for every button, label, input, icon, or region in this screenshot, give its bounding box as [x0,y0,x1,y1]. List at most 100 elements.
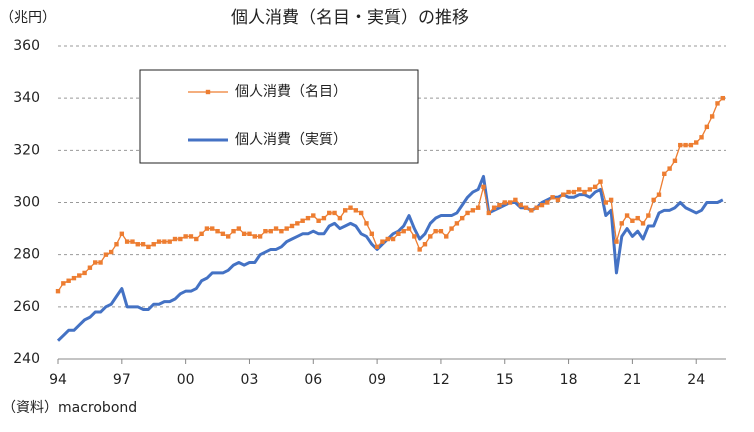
marker [241,231,247,236]
marker [438,228,444,234]
marker [108,249,114,255]
marker [188,234,194,239]
marker [114,242,119,247]
marker [321,215,327,221]
marker [284,226,289,231]
marker [406,226,412,231]
marker [353,208,359,213]
marker [619,221,624,226]
marker [715,101,720,106]
marker [428,234,433,239]
marker [273,226,279,231]
marker [98,260,103,265]
marker [55,288,61,294]
x-tick-label: 03 [241,372,259,388]
marker [364,221,369,226]
marker [630,218,635,223]
marker [380,239,385,244]
x-tick-label: 00 [177,372,195,388]
marker [183,234,188,239]
x-tick-label: 94 [49,372,67,388]
marker [422,242,428,247]
marker [103,252,109,257]
marker [635,215,640,221]
marker [396,231,401,236]
x-tick-label: 21 [623,372,641,388]
x-tick-label: 24 [687,372,705,388]
marker [539,202,545,208]
marker [481,184,486,190]
x-tick-label: 18 [560,372,578,388]
marker [491,205,497,210]
marker [598,179,603,184]
marker [263,228,268,234]
marker [119,231,125,236]
x-tick-label: 12 [432,372,450,388]
marker [672,158,678,163]
series-line [56,174,724,342]
y-tick-label: 280 [13,247,40,263]
x-tick-label: 97 [113,372,131,388]
marker [545,200,550,205]
marker [486,210,491,216]
marker [342,208,348,213]
marker [71,275,77,281]
marker [603,200,609,205]
marker [231,228,236,234]
marker [502,200,507,205]
marker [720,95,726,101]
marker [709,114,715,119]
marker [662,171,667,177]
marker [608,197,614,203]
y-tick-label: 300 [13,195,40,211]
marker [156,239,162,244]
marker [401,228,406,234]
marker [66,278,71,283]
marker [210,226,215,231]
marker [236,226,242,231]
marker [247,231,252,236]
marker [172,236,178,242]
marker [140,242,146,247]
marker [497,202,502,208]
marker [178,236,183,242]
marker [518,202,523,208]
marker [704,124,710,130]
marker [470,208,476,213]
y-unit: （兆円） [0,10,56,26]
marker [571,189,577,195]
x-tick-label: 09 [368,372,386,388]
x-tick-label: 06 [304,372,322,388]
x-tick-label: 15 [496,372,514,388]
marker [311,213,316,218]
marker [412,234,417,239]
marker [624,213,630,218]
legend-box [139,69,419,164]
marker [162,239,167,244]
legend-label: 個人消費（実質） [235,132,347,148]
marker [305,215,311,221]
marker [646,213,651,218]
marker [550,195,555,200]
marker [146,244,151,250]
marker [523,205,529,210]
marker [252,234,257,239]
marker [587,187,593,192]
marker [332,210,337,216]
marker [507,200,513,205]
marker [135,242,140,247]
marker [124,239,130,244]
marker [87,265,93,270]
marker [640,221,646,226]
marker [61,281,66,286]
y-tick-label: 360 [13,38,40,54]
marker [220,231,226,236]
marker [465,210,470,216]
marker [566,189,571,195]
marker [513,197,518,203]
marker [204,226,210,231]
marker [337,215,343,221]
marker [268,228,273,234]
marker [130,239,135,244]
